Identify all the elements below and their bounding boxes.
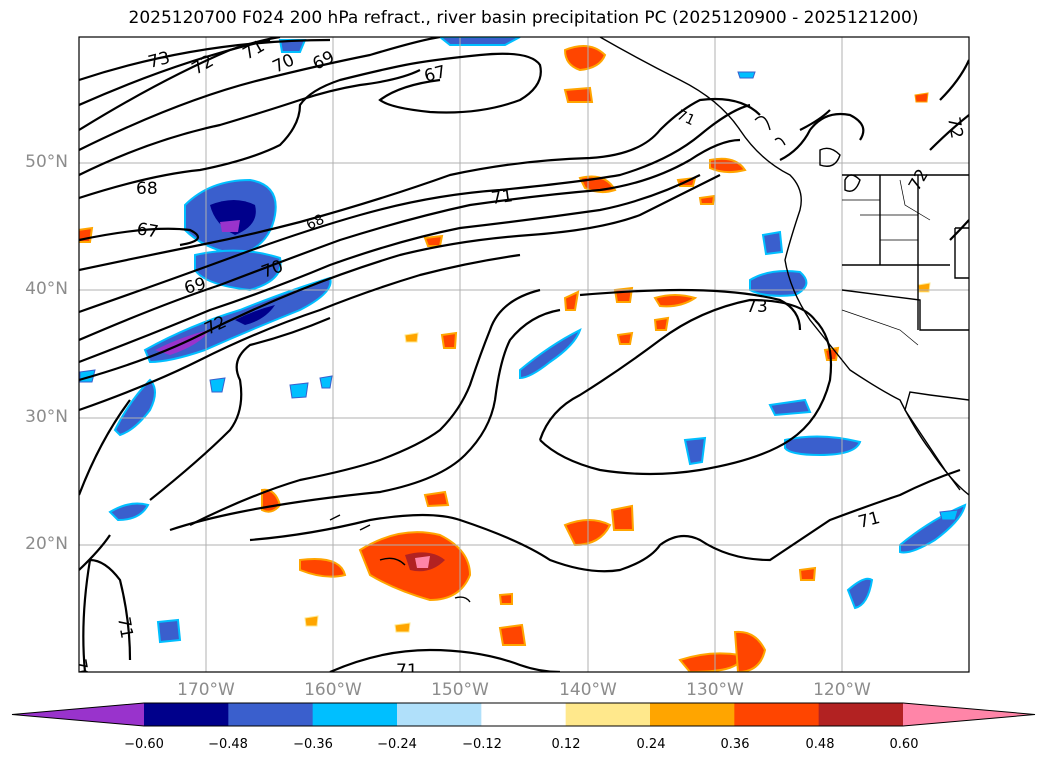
refractivity-contours bbox=[79, 37, 969, 672]
svg-text:71: 71 bbox=[674, 107, 697, 129]
colorbar-tick: 0.60 bbox=[889, 737, 919, 752]
colorbar-tick: −0.48 bbox=[208, 737, 248, 752]
contour-label: 71 bbox=[113, 615, 136, 640]
colorbar-outline bbox=[11, 702, 1036, 727]
colorbar-segment bbox=[565, 703, 651, 726]
negative-precip-regions bbox=[79, 37, 967, 644]
colorbar-tick: −0.12 bbox=[462, 737, 502, 752]
colorbar-segment bbox=[650, 703, 735, 726]
colorbar-tick: 0.24 bbox=[636, 737, 666, 752]
contour-label-extra: 71 68 bbox=[304, 107, 697, 234]
contour-label: 70 bbox=[69, 657, 92, 682]
contour-label: 72 bbox=[943, 115, 966, 140]
plot-title: 2025120700 F024 200 hPa refract., river … bbox=[128, 8, 919, 28]
colorbar-segment bbox=[818, 703, 904, 726]
lon-label: 170°W bbox=[177, 680, 235, 700]
lat-label: 30°N bbox=[25, 407, 68, 427]
colorbar bbox=[11, 702, 1036, 727]
lat-label: 40°N bbox=[25, 279, 68, 299]
colorbar-extend-low bbox=[12, 703, 144, 726]
colorbar-tick: 0.48 bbox=[805, 737, 835, 752]
lon-label: 130°W bbox=[686, 680, 744, 700]
map-frame bbox=[78, 36, 970, 673]
colorbar-tick: −0.60 bbox=[124, 737, 164, 752]
lat-label: 50°N bbox=[25, 152, 68, 172]
colorbar-tick: 0.36 bbox=[720, 737, 750, 752]
state-borders bbox=[841, 179, 931, 346]
lon-label: 140°W bbox=[559, 680, 617, 700]
contour-label: 68 bbox=[136, 179, 158, 199]
contour-label: 73 bbox=[746, 297, 768, 317]
colorbar-segment bbox=[228, 703, 314, 726]
map-background bbox=[79, 37, 969, 672]
lon-label: 160°W bbox=[304, 680, 362, 700]
lat-label: 20°N bbox=[25, 534, 68, 554]
colorbar-extend-high bbox=[903, 703, 1035, 726]
coastlines bbox=[329, 37, 969, 603]
lon-label: 150°W bbox=[431, 680, 489, 700]
contour-label: 67 bbox=[135, 219, 160, 242]
colorbar-segment bbox=[312, 703, 398, 726]
colorbar-tick: 0.12 bbox=[551, 737, 581, 752]
svg-text:68: 68 bbox=[304, 212, 327, 234]
colorbar-segment bbox=[481, 703, 567, 726]
colorbar-tick: −0.36 bbox=[293, 737, 333, 752]
contour-label: 71 bbox=[396, 661, 418, 681]
colorbar-segment bbox=[144, 703, 229, 726]
colorbar-tick: −0.24 bbox=[377, 737, 417, 752]
contour-label: 71 bbox=[490, 186, 514, 209]
colorbar-segment bbox=[397, 703, 482, 726]
colorbar-segment bbox=[734, 703, 820, 726]
lon-label: 120°W bbox=[813, 680, 871, 700]
